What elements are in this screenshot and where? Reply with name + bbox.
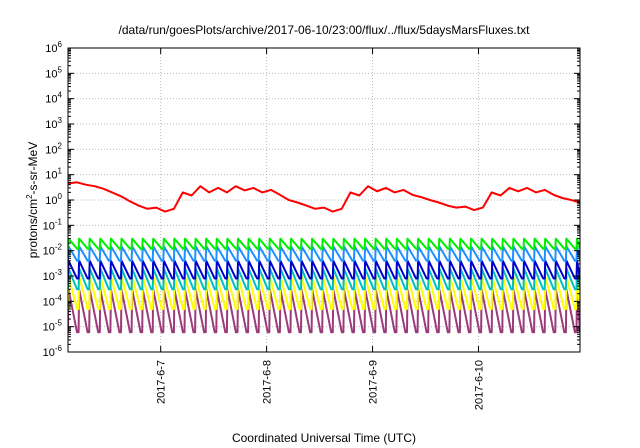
y-tick-label: 102	[45, 141, 62, 156]
x-axis-label: Coordinated Universal Time (UTC)	[232, 431, 416, 445]
y-tick-label: 105	[45, 65, 62, 80]
svg-text:protons/cm2-s-sr-MeV: protons/cm2-s-sr-MeV	[25, 142, 40, 258]
y-label-part-2: -s-sr-MeV	[26, 142, 40, 195]
y-tick-label: 100	[45, 192, 62, 207]
series-line	[68, 237, 580, 250]
y-tick-label: 104	[45, 91, 62, 106]
y-tick-label: 10-2	[43, 243, 63, 258]
y-label-part-1: protons/cm	[26, 199, 40, 258]
y-tick-label: 10-4	[43, 293, 63, 308]
x-tick-label: 2017-6-8	[262, 360, 274, 404]
series-line	[68, 181, 580, 213]
series-layer	[68, 181, 580, 334]
y-tick-label: 10-3	[43, 268, 63, 283]
x-axis-ticks: 2017-6-7 2017-6-8 2017-6-9 2017-6-10	[156, 48, 485, 410]
y-axis-label: protons/cm2-s-sr-MeV	[25, 142, 40, 258]
y-tick-label: 101	[45, 167, 62, 182]
x-tick-label: 2017-6-7	[156, 360, 168, 404]
y-axis-ticks: 10-6 10-5 10-4 10-3 10-2 10-1 100 101 102 103 104 1…	[43, 40, 580, 359]
y-tick-label: 103	[45, 116, 62, 131]
y-tick-label: 106	[45, 40, 62, 55]
y-label-sup: 2	[25, 194, 34, 199]
y-tick-label: 10-5	[43, 319, 63, 334]
x-tick-label: 2017-6-9	[368, 360, 380, 404]
y-tick-label: 10-6	[43, 344, 63, 359]
x-tick-label: 2017-6-10	[473, 360, 485, 410]
y-tick-label: 10-1	[43, 217, 63, 232]
chart-title: /data/run/goesPlots/archive/2017-06-10/2…	[119, 23, 531, 37]
